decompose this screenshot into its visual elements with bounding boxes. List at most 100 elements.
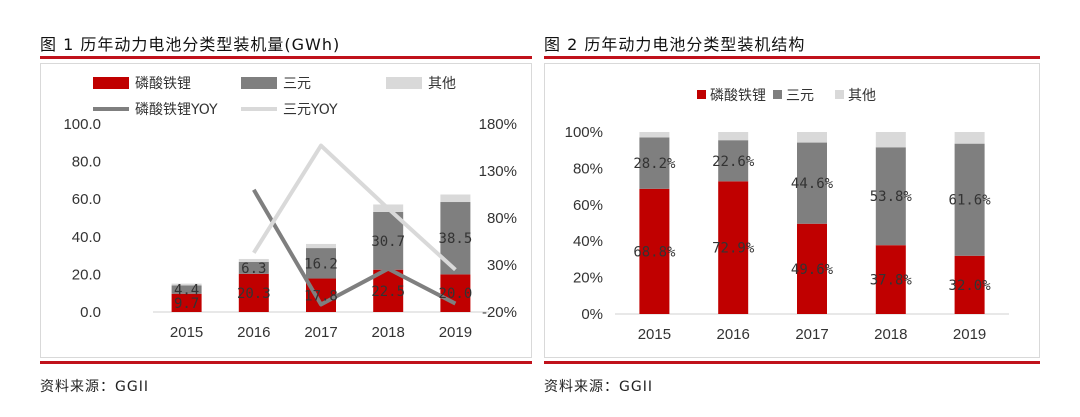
- bar-data-label: 4.4: [174, 283, 199, 299]
- legend-swatch: [386, 77, 422, 89]
- x-axis-tick-label: 2015: [638, 326, 671, 343]
- bar-segment: [171, 293, 202, 312]
- figure2-bottom-rule: [544, 361, 1040, 364]
- bar-segment: [797, 223, 827, 314]
- bar-data-label: 22.5: [371, 284, 405, 300]
- y-axis-tick-label: 40%: [573, 233, 603, 250]
- legend-swatch: [773, 90, 782, 99]
- bar-segment: [718, 140, 749, 182]
- legend-label: 磷酸铁锂: [710, 88, 766, 104]
- figure1-title: 图 1 历年动力电池分类型装机量(GWh): [40, 35, 341, 54]
- bar-data-label: 49.6%: [791, 262, 834, 278]
- bar-segment: [171, 283, 202, 286]
- y2-axis-tick-label: 30%: [487, 257, 517, 274]
- y-axis-tick-label: 60%: [573, 197, 603, 214]
- bar-segment: [797, 132, 827, 143]
- figure2-chart: 磷酸铁锂 三元 其他 0% 20% 40% 60% 80% 100% 2015 2016 2017 20…: [565, 88, 1009, 343]
- bar-data-label: 16.2: [304, 256, 338, 272]
- figure1-top-rule: [40, 56, 532, 59]
- bar-data-label: 9.7: [174, 296, 199, 312]
- bar-data-label: 20.0: [439, 286, 473, 302]
- figure2-title: 图 2 历年动力电池分类型装机结构: [544, 35, 806, 54]
- bar-segment: [373, 211, 404, 270]
- bar-segment: [238, 273, 269, 312]
- x-axis-tick-label: 2018: [372, 324, 405, 341]
- bar-data-label: 37.8%: [870, 273, 913, 289]
- bar-segment: [440, 274, 471, 312]
- bar-data-label: 44.6%: [791, 176, 834, 192]
- y-axis-tick-label: 80.0: [72, 154, 101, 171]
- legend-swatch: [835, 90, 844, 99]
- legend-swatch: [697, 90, 706, 99]
- bar-segment: [954, 143, 985, 256]
- legend-label: 三元: [786, 88, 814, 104]
- bar-segment: [718, 132, 749, 141]
- legend-swatch: [93, 77, 129, 89]
- y-axis-tick-label: 100%: [565, 124, 603, 141]
- bar-segment: [238, 261, 269, 274]
- bar-segment: [639, 132, 670, 138]
- bar-segment: [797, 142, 827, 224]
- bar-segment: [875, 245, 906, 314]
- bar-segment: [306, 248, 336, 279]
- bar-segment: [639, 188, 670, 314]
- y-axis-tick-label: 60.0: [72, 191, 101, 208]
- x-axis-tick-label: 2015: [170, 324, 203, 341]
- x-axis-tick-label: 2019: [953, 326, 986, 343]
- legend-label: 磷酸铁锂: [135, 76, 191, 92]
- y2-axis-tick-label: 80%: [487, 210, 517, 227]
- legend-label: 其他: [848, 88, 876, 104]
- bar-segment: [306, 243, 336, 249]
- bar-segment: [875, 132, 906, 148]
- bar-data-label: 68.8%: [633, 244, 676, 260]
- y-axis-tick-label: 100.0: [63, 116, 101, 133]
- y2-axis-tick-label: 130%: [479, 163, 517, 180]
- legend-label: 三元YOY: [283, 102, 338, 118]
- bar-data-label: 38.5: [439, 231, 473, 247]
- bar-segment: [639, 137, 670, 189]
- series-line: [252, 188, 457, 307]
- y2-axis-tick-label: 180%: [479, 116, 517, 133]
- x-axis-tick-label: 2016: [717, 326, 750, 343]
- figure1-bottom-rule: [40, 361, 532, 364]
- bar-segment: [440, 194, 471, 203]
- bar-data-label: 28.2%: [633, 156, 676, 172]
- x-axis-tick-label: 2018: [874, 326, 907, 343]
- bar-segment: [954, 255, 985, 314]
- y-axis-tick-label: 0%: [581, 306, 603, 323]
- bar-data-label: 6.3: [241, 261, 266, 277]
- y-axis-tick-label: 20.0: [72, 266, 101, 283]
- bar-data-label: 32.0%: [949, 278, 992, 294]
- bar-segment: [718, 181, 749, 314]
- legend-label: 其他: [428, 76, 456, 92]
- y-axis-tick-label: 20%: [573, 270, 603, 287]
- x-axis-tick-label: 2019: [439, 324, 472, 341]
- bar-data-label: 20.3: [237, 286, 271, 302]
- y-axis-tick-label: 40.0: [72, 229, 101, 246]
- bar-segment: [238, 258, 269, 262]
- bar-data-label: 53.8%: [870, 189, 913, 205]
- bar-data-label: 17.8: [304, 288, 338, 304]
- bar-data-label: 72.9%: [712, 241, 755, 257]
- figure2-source: 资料来源：GGII: [544, 379, 653, 395]
- figure2-top-rule: [544, 56, 1040, 59]
- bar-segment: [373, 269, 404, 312]
- x-axis-tick-label: 2017: [795, 326, 828, 343]
- bar-data-label: 61.6%: [949, 193, 992, 209]
- y2-axis-tick-label: -20%: [482, 304, 517, 321]
- bar-segment: [171, 285, 202, 294]
- bar-data-label: 30.7: [371, 234, 405, 250]
- series-line: [252, 143, 457, 272]
- legend-label: 磷酸铁锂YOY: [135, 102, 218, 118]
- x-axis-tick-label: 2017: [304, 324, 337, 341]
- x-axis-tick-label: 2016: [237, 324, 270, 341]
- bar-segment: [954, 132, 985, 144]
- figure1-source: 资料来源：GGII: [40, 379, 149, 395]
- legend-label: 三元: [283, 76, 311, 92]
- bar-data-label: 22.6%: [712, 154, 755, 170]
- legend-swatch: [241, 77, 277, 89]
- y-axis-tick-label: 80%: [573, 160, 603, 177]
- y-axis-tick-label: 0.0: [80, 304, 101, 321]
- bar-segment: [875, 147, 906, 246]
